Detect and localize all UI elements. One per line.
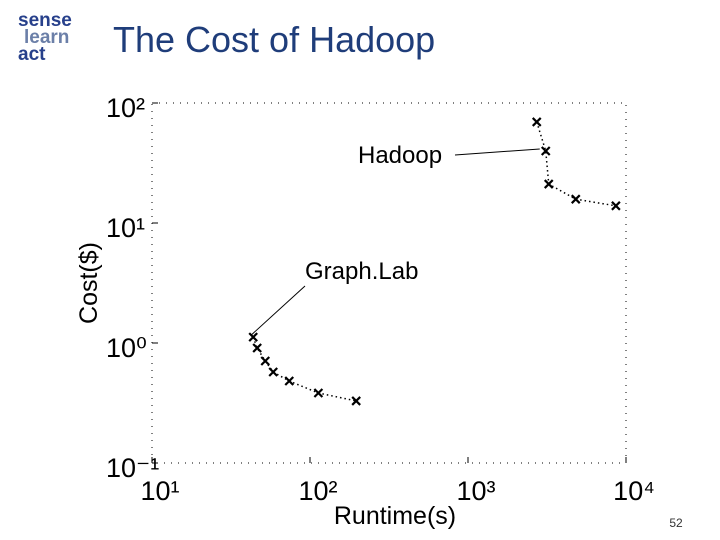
plot-frame [151,102,627,464]
marker [540,146,551,156]
marker [313,388,324,398]
slide-title: The Cost of Hadoop [113,19,435,60]
series-line [536,121,617,207]
marker [531,117,542,127]
marker [351,396,361,406]
annotation-line [454,148,540,156]
x-tick-label: 10² [298,476,337,506]
x-tick-label: 10¹ [140,476,179,506]
series-line [252,336,357,402]
y-tick-label: 10⁻¹ [106,453,159,483]
marker [252,343,262,353]
logo-line: act [18,44,46,65]
marker [543,179,554,189]
marker [284,376,295,386]
annotation-line [250,285,306,336]
y-axis-label: Cost($) [75,242,103,324]
y-tick-label: 10¹ [106,213,145,243]
x-axis-label: Runtime(s) [334,502,456,530]
marker [611,201,621,211]
marker [248,332,258,342]
marker [570,194,581,204]
logo-line: sense [18,10,72,31]
marker [268,367,278,377]
annotation: Graph.Lab [305,258,418,285]
annotation: Hadoop [358,142,442,169]
logo-line: learn [24,27,69,48]
x-tick-label: 10³ [456,476,495,506]
y-tick-label: 10² [106,93,145,123]
page-number: 52 [669,516,683,530]
marker [260,356,271,366]
x-tick-label: 10⁴ [613,476,655,506]
y-tick-label: 10⁰ [106,333,147,363]
